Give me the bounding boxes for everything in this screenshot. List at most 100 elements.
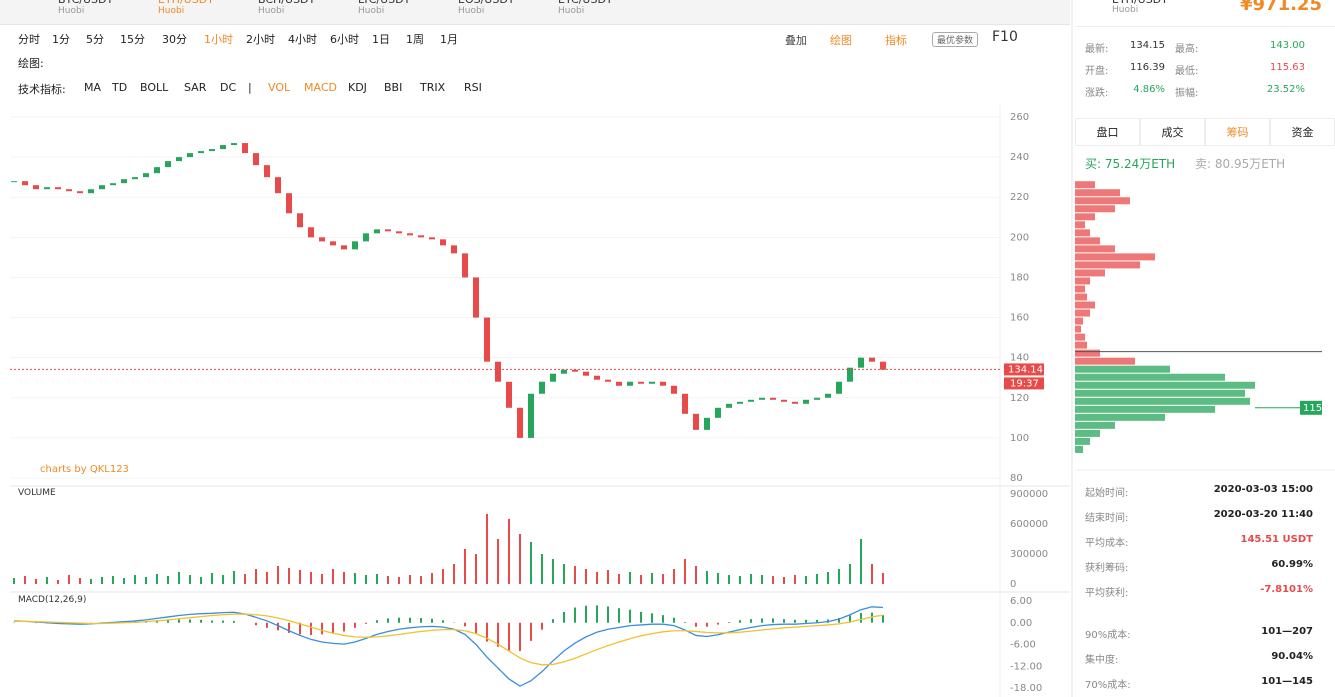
panel-tab[interactable]: 盘口 [1075,118,1140,146]
indicator-button[interactable]: SAR [184,81,207,94]
candle [660,381,666,386]
candle [858,357,864,368]
indicator-button[interactable]: KDJ [348,81,367,94]
macd-bar [288,622,290,633]
volume-bar [519,534,521,584]
tab-symbol[interactable]: ETC/USDT [558,0,613,6]
indicator-button[interactable]: DC [220,81,237,94]
macd-bar [684,622,686,623]
macd-bar [442,620,444,623]
chip-bar [1075,325,1081,333]
candle [253,153,259,166]
volume-bar [145,577,147,584]
candle [407,233,413,236]
tab-symbol[interactable]: EOS/USDT [458,0,515,6]
indicator-button[interactable]: BOLL [140,81,169,94]
tool-button[interactable]: F10 [992,29,1018,45]
stat-label: 涨跌: [1085,88,1109,99]
period-button[interactable]: 1分 [52,33,70,46]
candle [22,181,28,186]
period-button[interactable]: 15分 [120,33,145,46]
tool-button[interactable]: 绘图 [830,34,852,47]
period-button[interactable]: 1小时 [204,33,233,46]
y-tick-label: 0.00 [1010,618,1032,629]
stat-value: 134.15 [1130,40,1165,51]
candle [715,407,721,418]
candle [165,161,171,168]
period-button[interactable]: 分时 [18,33,40,46]
tab-exchange[interactable]: Huobi [58,6,85,16]
stat-value: 4.86% [1133,84,1165,95]
indicator-button[interactable]: TD [112,81,128,94]
tool-button[interactable]: 指标 [885,34,907,47]
period-button[interactable]: 1月 [440,33,458,46]
tab-exchange[interactable]: Huobi [358,6,385,16]
period-button[interactable]: 1周 [406,33,424,46]
macd-bar [189,619,191,623]
period-button[interactable]: 5分 [86,33,104,46]
tab-symbol[interactable]: ETH/USDT [158,0,214,6]
indicator-button[interactable]: VOL [268,81,291,94]
chip-bar [1075,437,1090,445]
candle [473,277,479,318]
macd-bar [717,622,719,625]
tool-button[interactable]: 最优参数 [932,32,979,47]
chip-bar [1075,189,1120,197]
macd-line [14,613,884,666]
indicator-button[interactable]: MA [84,81,102,94]
volume-bar [24,576,26,584]
y-tick-label: 220 [1010,192,1029,203]
volume-bar [464,549,466,584]
candle [550,373,556,382]
volume-bar [244,574,246,584]
macd-bar [805,619,807,623]
panel-tab[interactable]: 成交 [1140,118,1205,146]
candle [242,143,248,154]
tab-exchange[interactable]: Huobi [258,6,285,16]
period-button[interactable]: 4小时 [288,33,317,46]
tab-symbol[interactable]: BCH/USDT [258,0,315,6]
tab-exchange[interactable]: Huobi [158,6,185,16]
macd-bar [420,618,422,623]
candle [506,381,512,408]
y-tick-label: 180 [1010,272,1029,283]
period-button[interactable]: 1日 [372,33,390,46]
chip-bar [1075,333,1085,341]
volume-bar [453,564,455,584]
indicator-button[interactable]: | [248,81,252,94]
macd-bar [431,618,433,623]
tab-symbol[interactable]: LTC/USDT [358,0,410,6]
volume-bar [343,572,345,584]
candle [363,233,369,242]
tab-symbol[interactable]: BTC/USDT [58,0,113,6]
volume-bar [222,575,224,584]
indicator-button[interactable]: BBI [384,81,403,94]
volume-bar [838,569,840,584]
volume-bar [46,577,48,584]
indicator-button[interactable]: RSI [464,81,482,94]
tab-exchange[interactable]: Huobi [458,6,485,16]
panel-tab[interactable]: 筹码 [1205,118,1270,146]
macd-bar [321,622,323,635]
volume-bar [134,575,136,584]
candle [209,149,215,152]
volume-bar [618,574,620,584]
stat-value: 115.63 [1270,62,1305,73]
tool-button[interactable]: 叠加 [785,34,807,47]
period-button[interactable]: 30分 [162,33,187,46]
chip-bar [1075,245,1115,253]
tab-exchange[interactable]: Huobi [558,6,585,16]
macd-bar [167,619,169,623]
period-button[interactable]: 2小时 [246,33,275,46]
panel-tab[interactable]: 资金 [1270,118,1335,146]
chip-stat-value: 2020-03-20 11:40 [1213,509,1313,520]
indicator-button[interactable]: MACD [304,81,337,94]
volume-bar [629,572,631,584]
candle [187,153,193,158]
y-tick-label: 900000 [1010,489,1048,500]
volume-bar [585,569,587,584]
ticker-exchange: Huobi [1112,5,1139,15]
indicator-button[interactable]: TRIX [420,81,446,94]
period-button[interactable]: 6小时 [330,33,359,46]
